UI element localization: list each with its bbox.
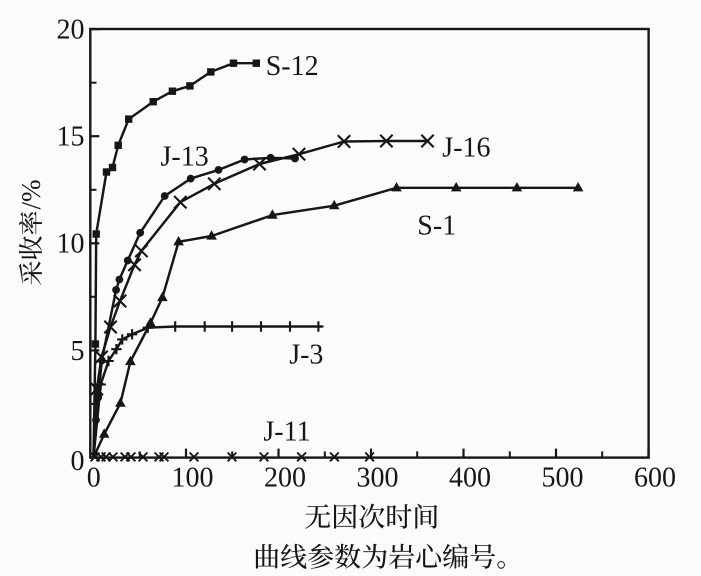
svg-text:J-3: J-3 (289, 340, 323, 371)
svg-text:J-13: J-13 (161, 142, 209, 173)
svg-text:J-11: J-11 (263, 417, 310, 448)
svg-text:10: 10 (57, 229, 85, 260)
svg-text:S-1: S-1 (417, 211, 456, 242)
svg-text:15: 15 (57, 122, 85, 153)
svg-text:0: 0 (87, 463, 101, 494)
svg-text:200: 200 (264, 463, 306, 494)
svg-text:500: 500 (542, 463, 584, 494)
svg-text:100: 100 (172, 463, 214, 494)
svg-text:600: 600 (634, 463, 676, 494)
svg-text:400: 400 (449, 463, 491, 494)
svg-text:0: 0 (71, 446, 85, 477)
svg-text:S-12: S-12 (266, 51, 319, 82)
svg-text:300: 300 (357, 463, 399, 494)
svg-text:/%: /% (16, 180, 46, 210)
svg-text:20: 20 (57, 15, 85, 46)
svg-text:J-16: J-16 (442, 133, 490, 164)
svg-text:5: 5 (71, 336, 85, 367)
